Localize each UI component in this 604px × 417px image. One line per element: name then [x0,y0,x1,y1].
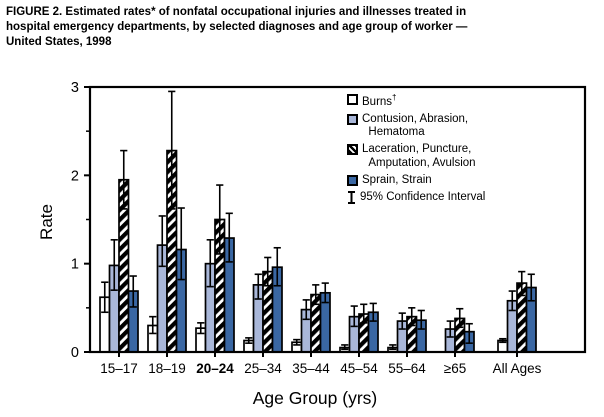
contusion-swatch-icon [347,114,358,126]
x-tick-label: 15–17 [100,361,138,376]
legend-item-burns: Burns† [347,93,572,109]
x-tick-label: 55–64 [388,361,426,376]
confidence-interval-icon [348,191,355,205]
x-tick-label: All Ages [493,361,542,376]
legend-item-contusion: Contusion, Abrasion, Hematoma [347,113,572,139]
legend-item-laceration: Laceration, Puncture, Amputation, Avulsi… [347,143,572,169]
burns-swatch-icon [347,94,358,105]
x-axis-title: Age Group (yrs) [253,388,377,408]
sprain-swatch-icon [347,174,358,186]
x-tick-label: 45–54 [340,361,378,376]
legend-label-contusion: Contusion, Abrasion, Hematoma [362,113,469,139]
x-tick-label: 25–34 [244,361,282,376]
legend-label-laceration: Laceration, Puncture, Amputation, Avulsi… [362,143,476,169]
y-tick-label: 2 [71,168,79,184]
y-tick-label: 3 [71,80,79,96]
figure-title: FIGURE 2. Estimated rates* of nonfatal o… [6,6,468,48]
legend-label-sprain: Sprain, Strain [362,173,432,186]
x-tick-label: 35–44 [292,361,330,376]
legend-label-confidence-interval: 95% Confidence Interval [360,191,486,204]
y-tick-label: 0 [71,345,79,361]
laceration-swatch-icon [347,144,358,156]
legend-item-sprain: Sprain, Strain [347,174,572,187]
y-axis-title: Rate [37,204,56,240]
legend-item-confidence-interval: 95% Confidence Interval [347,191,572,205]
legend-label-burns: Burns† [362,93,397,108]
x-tick-label: 20–24 [196,361,234,376]
x-tick-label: ≥65 [444,361,466,376]
y-tick-label: 1 [71,257,79,273]
x-tick-label: 18–19 [148,361,186,376]
legend: Burns† Contusion, Abrasion, Hematoma Lac… [347,93,572,205]
